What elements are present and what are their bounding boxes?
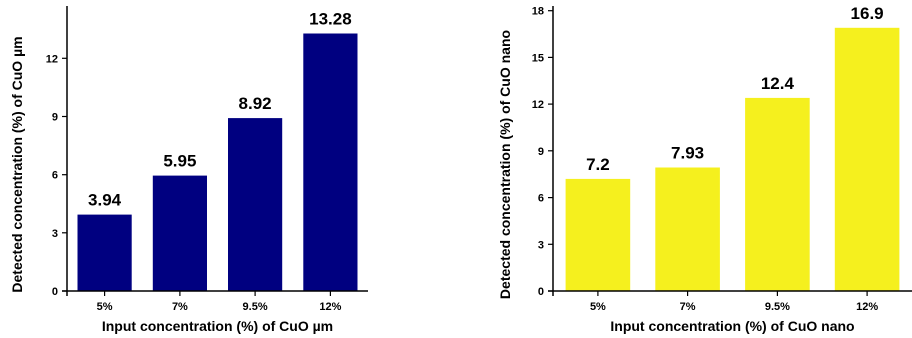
y-tick-label-4: 12	[532, 99, 544, 111]
y-tick-label-1: 3	[52, 228, 58, 240]
data-label-1: 5.95	[163, 152, 196, 171]
y-tick-label-3: 9	[538, 146, 544, 158]
x-tick-label-2: 9.5%	[765, 301, 790, 313]
bar-1	[655, 167, 720, 291]
data-label-1: 7.93	[671, 144, 704, 163]
bar-2	[745, 97, 810, 292]
bar-2	[228, 118, 283, 291]
y-tick-label-0: 0	[52, 286, 58, 298]
chart-cuo-nano: 7.2 7.93 12.4 16.9 0 3 6 9 12 15 18 5% 7% 9.5% 12%Inpu…	[497, 4, 912, 334]
x-tick-label-1: 7%	[680, 301, 696, 313]
data-label-3: 13.28	[309, 10, 352, 29]
data-label-3: 16.9	[851, 4, 884, 23]
y-tick-label-3: 9	[52, 112, 58, 124]
data-label-2: 8.92	[239, 94, 272, 113]
y-axis-title: Detected concentration (%) of CuO µm	[9, 36, 25, 292]
y-axis-title: Detected concentration (%) of CuO nano	[497, 30, 513, 299]
x-axis-title: Input concentration (%) of CuO µm	[102, 318, 333, 334]
x-tick-label-2: 9.5%	[243, 301, 268, 313]
bar-1	[152, 175, 207, 291]
y-tick-label-5: 15	[532, 52, 544, 64]
y-tick-label-2: 6	[538, 193, 544, 205]
chart-cuo-micro: 3.94 5.95 8.92 13.28 0 3 6 9 12 5% 7% 9.5% 12% Input …	[9, 6, 368, 334]
x-tick-label-3: 12%	[856, 301, 878, 313]
x-axis-title: Input concentration (%) of CuO nano	[610, 318, 854, 334]
y-tick-label-1: 3	[538, 239, 544, 251]
y-tick-label-2: 6	[52, 170, 58, 182]
x-tick-label-0: 5%	[97, 301, 113, 313]
bar-0	[565, 178, 631, 291]
x-tick-label-3: 12%	[319, 301, 341, 313]
bar-3	[834, 27, 900, 292]
y-tick-label-0: 0	[538, 286, 544, 298]
y-tick-label-4: 12	[46, 53, 58, 65]
bar-0	[77, 214, 132, 291]
y-tick-label-6: 18	[532, 6, 544, 18]
x-tick-label-0: 5%	[590, 301, 606, 313]
bar-3	[303, 33, 358, 291]
data-label-0: 3.94	[88, 191, 122, 210]
data-label-0: 7.2	[586, 155, 610, 174]
data-label-2: 12.4	[761, 74, 795, 93]
x-tick-label-1: 7%	[172, 301, 188, 313]
